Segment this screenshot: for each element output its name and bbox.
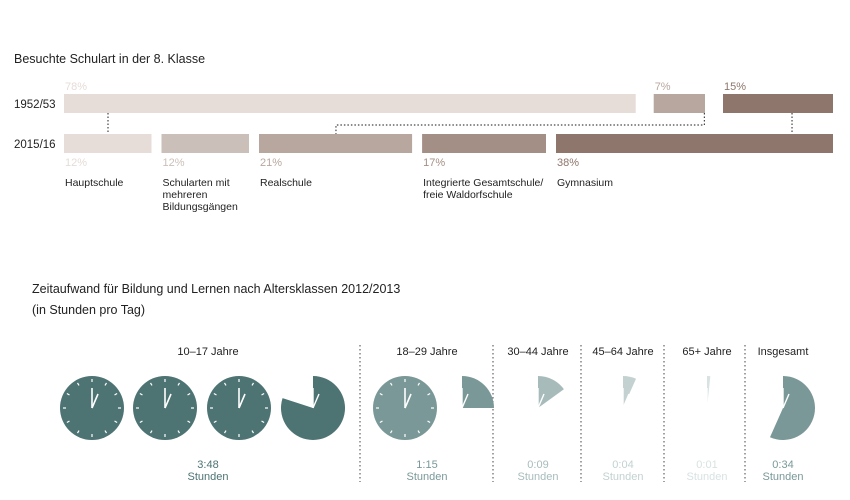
clock-tick [139, 420, 143, 424]
segment-category-label: Hauptschule [65, 177, 124, 189]
clock-tick [114, 420, 118, 424]
segment-category-label: freie Waldorfschule [423, 189, 513, 201]
clock-sector [538, 376, 564, 408]
bottom-chart-subtitle: (in Stunden pro Tag) [32, 303, 145, 317]
bar-segment-1-3 [422, 134, 546, 153]
clock-hand [782, 393, 790, 409]
age-group-label: 30–44 Jahre [507, 346, 568, 358]
group-time-value: 0:04 [612, 459, 633, 471]
clock-sector [707, 376, 711, 408]
clock-sector [769, 376, 816, 440]
group-time-value: 0:01 [696, 459, 717, 471]
clock-tick [149, 430, 153, 434]
bar-segment-0-2 [723, 94, 833, 113]
clock-tick [379, 420, 383, 424]
segment-value-label: 78% [65, 81, 87, 93]
segment-value-label: 21% [260, 157, 282, 169]
row-label-1952: 1952/53 [14, 99, 56, 111]
clock-tick [389, 430, 393, 434]
clock-tick [427, 420, 431, 424]
clock-tick [187, 392, 191, 396]
segment-value-label: 12% [65, 157, 87, 169]
bar-segment-1-1 [161, 134, 249, 153]
segment-category-label: Realschule [260, 177, 312, 189]
segment-category-label: Schularten mit [163, 177, 230, 189]
clock-tick [177, 382, 181, 386]
group-time-unit: Stunden [407, 471, 448, 483]
segment-value-label: 38% [557, 157, 579, 169]
group-time-unit: Stunden [763, 471, 804, 483]
group-time-unit: Stunden [518, 471, 559, 483]
top-bar-chart: 78% 7% 15% 12% Hauptschule 12% Schularten mitm… [64, 81, 833, 213]
segment-category-label: Integrierte Gesamtschule/ [423, 177, 543, 189]
age-group-label: 10–17 Jahre [177, 346, 238, 358]
clock-tick [177, 430, 181, 434]
group-time-value: 0:09 [527, 459, 548, 471]
segment-category-label: mehreren [163, 189, 208, 201]
clock-hand [461, 393, 469, 409]
clock-tick [149, 382, 153, 386]
segment-value-label: 12% [163, 157, 185, 169]
clock-tick [251, 382, 255, 386]
clock-tick [139, 392, 143, 396]
clock-tick [417, 430, 421, 434]
clock-tick [261, 392, 265, 396]
age-group-label: 18–29 Jahre [396, 346, 457, 358]
age-group-label: 45–64 Jahre [592, 346, 653, 358]
group-time-unit: Stunden [603, 471, 644, 483]
clock-tick [76, 382, 80, 386]
clock-hand [91, 393, 99, 409]
clock-tick [223, 430, 227, 434]
clock-tick [427, 392, 431, 396]
clock-tick [251, 430, 255, 434]
clock-tick [417, 382, 421, 386]
group-time-value: 3:48 [197, 459, 218, 471]
clock-tick [104, 430, 108, 434]
clock-hand [622, 393, 630, 409]
segment-category-label: Bildungsgängen [163, 201, 238, 213]
clock-hand [238, 393, 246, 409]
clock-tick [104, 382, 108, 386]
bar-segment-1-4 [556, 134, 833, 153]
top-chart-title: Besuchte Schulart in der 8. Klasse [14, 52, 205, 66]
bar-segment-0-1 [653, 94, 705, 113]
group-time-unit: Stunden [687, 471, 728, 483]
clock-hand [164, 393, 172, 409]
row-label-2015: 2015/16 [14, 139, 56, 151]
clock-tick [187, 420, 191, 424]
clock-tick [261, 420, 265, 424]
clock-hand [537, 393, 545, 409]
group-time-value: 0:34 [772, 459, 793, 471]
clock-tick [213, 420, 217, 424]
segment-value-label: 15% [724, 81, 746, 93]
group-time-unit: Stunden [188, 471, 229, 483]
clock-tick [76, 430, 80, 434]
clock-tick [213, 392, 217, 396]
bottom-chart-title: Zeitaufwand für Bildung und Lernen nach … [32, 282, 400, 296]
connector-line [335, 113, 705, 134]
clock-hand [312, 393, 320, 409]
clock-tick [389, 382, 393, 386]
segment-category-label: Gymnasium [557, 177, 613, 189]
bar-segment-1-0 [64, 134, 152, 153]
age-group-label: Insgesamt [758, 346, 809, 358]
clock-tick [223, 382, 227, 386]
age-group-label: 65+ Jahre [682, 346, 731, 358]
segment-value-label: 7% [655, 81, 671, 93]
clock-hand [404, 393, 412, 409]
group-time-value: 1:15 [416, 459, 437, 471]
bar-segment-1-2 [259, 134, 413, 153]
clock-tick [114, 392, 118, 396]
segment-value-label: 17% [423, 157, 445, 169]
clock-tick [66, 392, 70, 396]
clock-tick [66, 420, 70, 424]
clock-hand [706, 393, 714, 409]
clock-sector [462, 376, 494, 408]
bar-segment-0-0 [64, 94, 636, 113]
clock-tick [379, 392, 383, 396]
